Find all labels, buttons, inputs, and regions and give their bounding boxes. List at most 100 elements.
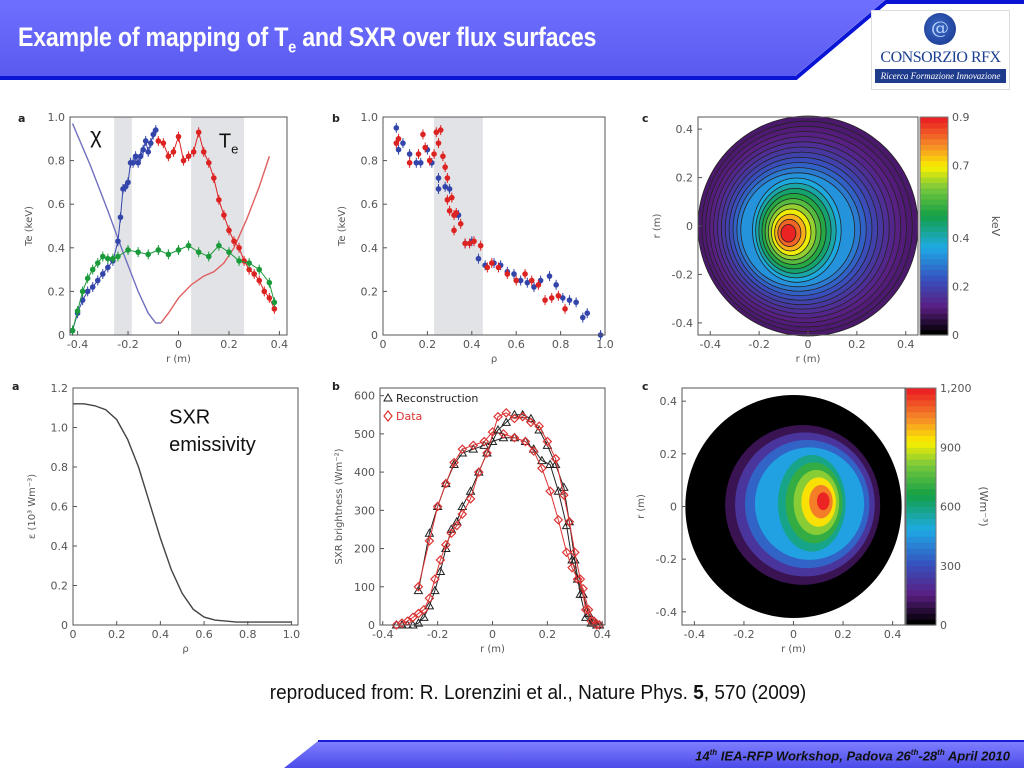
data-point (261, 288, 268, 295)
colorbar-segment (920, 258, 948, 265)
data-point (466, 240, 473, 247)
y-tick-label: 1.0 (361, 111, 379, 124)
diamond-marker (441, 539, 451, 550)
data-point (393, 140, 400, 146)
colorbar-segment (906, 441, 936, 448)
colorbar-segment (920, 187, 948, 194)
diamond-marker (569, 547, 580, 558)
data-point (449, 194, 455, 201)
y-axis-label: ε (10³ Wm⁻³) (27, 474, 38, 539)
diamond-marker (567, 562, 577, 573)
y-tick-label: 0.4 (48, 242, 66, 255)
diamond-marker (498, 429, 509, 439)
data-point (542, 297, 548, 303)
data-point (175, 133, 182, 140)
legend-triangle-icon (383, 392, 393, 402)
triangle-marker (482, 447, 492, 457)
colorbar-segment (920, 291, 948, 298)
plot-area (697, 115, 919, 337)
x-tick-label: 0.2 (848, 338, 866, 351)
chart-sxr-emissivity: a 0 0.2 0.4 0.6 0.8 1.0 0 0.2 0.4 0.6 0.8 1.0 1.2 ρ ε (… (0, 375, 310, 670)
data-point (471, 238, 477, 245)
data-point (444, 175, 451, 181)
colorbar-segment (920, 144, 948, 151)
swirl-emblem-icon: @ (924, 13, 956, 45)
x-tick-label: 0.4 (897, 338, 915, 351)
y-tick-label: 0.6 (51, 501, 69, 514)
colorbar-segment (906, 500, 936, 508)
data-point (553, 282, 559, 288)
chart-sxr-emissivity-svg: a 0 0.2 0.4 0.6 0.8 1.0 0 0.2 0.4 0.6 0.8 1.0 1.2 ρ ε (… (12, 380, 300, 655)
colorbar-segment (920, 329, 948, 336)
y-tick-label: 0.2 (361, 285, 379, 298)
y-tick-label: 1.0 (51, 422, 69, 435)
data-point (135, 249, 141, 255)
data-point (89, 266, 96, 273)
data-point (74, 308, 81, 314)
triangle-marker (424, 600, 435, 610)
data-point (413, 159, 420, 166)
y-tick-label: 0.2 (660, 448, 678, 461)
data-point (555, 292, 562, 299)
y-axis-label: r (m) (636, 494, 647, 519)
colorbar-segment (920, 215, 948, 222)
y-tick-label: 0 (371, 329, 378, 342)
colorbar-frame (919, 116, 949, 336)
y-tick-label: 500 (354, 428, 375, 441)
data-point (226, 249, 232, 255)
data-point (125, 179, 131, 186)
colorbar-segment (920, 176, 948, 183)
colorbar-segment (920, 117, 948, 124)
triangle-marker (572, 574, 583, 583)
plot-area (69, 117, 278, 336)
colorbar-segment (906, 435, 936, 442)
data-point (142, 138, 149, 144)
y-axis-label: Te (keV) (337, 206, 348, 247)
triangle-marker (575, 589, 586, 598)
diamond-marker (441, 478, 451, 489)
data-point (562, 306, 568, 312)
colorbar-segment (906, 411, 936, 419)
reference-citation: reproduced from: R. Lorenzini et al., Na… (269, 682, 807, 704)
colorbar-segment (920, 193, 948, 200)
data-point (190, 149, 197, 155)
colorbar-segment (906, 571, 936, 579)
colorbar-tick-label: 0.7 (952, 159, 970, 172)
x-axis-label: ρ (182, 644, 188, 655)
data-point (271, 306, 278, 312)
annotation: emissivity (169, 434, 256, 456)
colorbar-segment (906, 476, 936, 484)
colorbar-segment (920, 149, 948, 156)
data-point (522, 271, 528, 277)
panel-label: c (642, 380, 649, 393)
plot-area (73, 403, 292, 623)
x-tick-label: 0.2 (220, 338, 238, 351)
data-point (560, 295, 566, 301)
colorbar-segment (906, 518, 936, 525)
data-point (266, 295, 273, 301)
panel-label: b (332, 380, 340, 393)
y-tick-label: 0.2 (51, 580, 69, 593)
x-tick-label: -0.2 (748, 338, 769, 351)
diamond-marker (435, 555, 446, 565)
data-point (135, 159, 141, 166)
diamond-marker (424, 593, 435, 604)
data-point (205, 159, 212, 166)
x-tick-label: 0 (805, 338, 812, 351)
series-line-Data-2 (396, 412, 598, 626)
data-point (548, 295, 555, 301)
data-point (160, 140, 167, 146)
data-point (84, 275, 91, 282)
data-point (140, 146, 146, 153)
colorbar-segment (906, 399, 936, 407)
x-tick-label: -0.4 (372, 628, 393, 641)
colorbar-segment (906, 465, 936, 472)
colorbar-segment (920, 318, 948, 325)
colorbar-segment (906, 583, 936, 591)
y-tick-label: 0 (670, 501, 677, 514)
y-tick-label: 0.6 (361, 198, 379, 211)
data-point (437, 127, 444, 133)
data-point (147, 140, 154, 146)
colorbar-segment (906, 506, 936, 514)
x-tick-label: 0.8 (552, 338, 570, 351)
